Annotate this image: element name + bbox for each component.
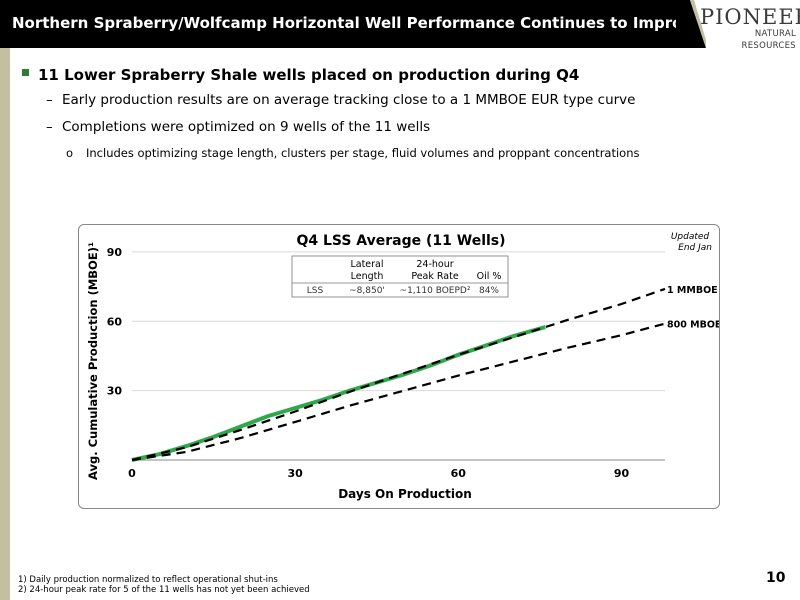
table-cell-oil: 84% <box>479 286 499 296</box>
left-accent-bar <box>0 48 10 600</box>
bullet-text: Includes optimizing stage length, cluste… <box>86 146 640 160</box>
table-cell-lateral: ~8,850' <box>349 286 385 296</box>
company-logo: PIONEER NATURAL RESOURCES <box>700 5 800 51</box>
bullet-text: Completions were optimized on 9 wells of… <box>62 119 431 135</box>
logo-subtitle: NATURAL RESOURCES <box>741 29 796 51</box>
x-tick-label: 30 <box>288 467 304 480</box>
bullet-text: Early production results are on average … <box>62 92 636 108</box>
chart-title: Q4 LSS Average (11 Wells) <box>296 233 505 249</box>
data-table: Lateral Length 24-hour Peak Rate Oil % LSS… <box>291 255 509 298</box>
bullet-level1: 11 Lower Spraberry Shale wells placed on… <box>22 66 792 92</box>
dash-bullet-icon: – <box>46 92 53 108</box>
chart-grid <box>132 251 665 392</box>
x-axis-label: Days On Production <box>338 487 472 501</box>
chart-panel: Q4 LSS Average (11 Wells) Updated End Ja… <box>78 224 721 509</box>
x-tick-label: 60 <box>451 467 467 480</box>
footnotes: 1) Daily production normalized to reflec… <box>18 575 310 595</box>
logo-wordmark: PIONEER <box>700 5 800 29</box>
square-bullet-icon <box>22 69 29 76</box>
table-header-peak: 24-hour Peak Rate <box>411 259 459 282</box>
page-number: 10 <box>766 570 786 586</box>
chart-tick-labels: 0 30 60 90 30 60 90 <box>107 246 630 480</box>
table-cell-peak: ~1,110 BOEPD² <box>400 286 471 296</box>
chart-annotation: Updated End Jan <box>671 232 712 253</box>
bullet-level2: – Early production results are on averag… <box>22 92 792 119</box>
table-cell-name: LSS <box>307 286 324 296</box>
header-chevron-graphic <box>676 0 706 48</box>
y-tick-label: 30 <box>107 385 123 398</box>
y-axis-label: Avg. Cumulative Production (MBOE)¹ <box>86 242 100 480</box>
y-tick-label: 60 <box>107 315 123 328</box>
chart-series: 1 MMBOE 800 MBOE <box>131 285 721 462</box>
series-label: 1 MMBOE <box>667 285 718 296</box>
slide-title: Northern Spraberry/Wolfcamp Horizontal W… <box>12 14 765 32</box>
footnote-1: 1) Daily production normalized to reflec… <box>18 575 278 585</box>
table-header-lateral: Lateral Length <box>350 259 383 282</box>
bullet-level2: – Completions were optimized on 9 wells … <box>22 119 792 146</box>
annotation-line2: End Jan <box>678 243 712 253</box>
slide-header: Northern Spraberry/Wolfcamp Horizontal W… <box>0 0 764 48</box>
x-tick-label: 90 <box>614 467 630 480</box>
y-tick-label: 90 <box>107 246 123 259</box>
bullet-level3: o Includes optimizing stage length, clus… <box>22 146 792 166</box>
1-mmboe-series-line <box>131 287 666 462</box>
bullet-list: 11 Lower Spraberry Shale wells placed on… <box>22 66 792 166</box>
x-tick-label: 0 <box>128 467 136 480</box>
series-label: 800 MBOE <box>667 320 719 331</box>
circle-bullet-icon: o <box>66 146 74 160</box>
800-mboe-series-line <box>131 322 666 462</box>
dash-bullet-icon: – <box>46 119 53 135</box>
bullet-text: 11 Lower Spraberry Shale wells placed on… <box>38 66 580 84</box>
footnote-2: 2) 24-hour peak rate for 5 of the 11 wel… <box>18 585 310 595</box>
lss-average-series-line <box>131 325 546 462</box>
annotation-line1: Updated <box>671 232 710 242</box>
table-header-oil: Oil % <box>477 271 502 282</box>
production-chart: Q4 LSS Average (11 Wells) Updated End Ja… <box>86 232 721 501</box>
